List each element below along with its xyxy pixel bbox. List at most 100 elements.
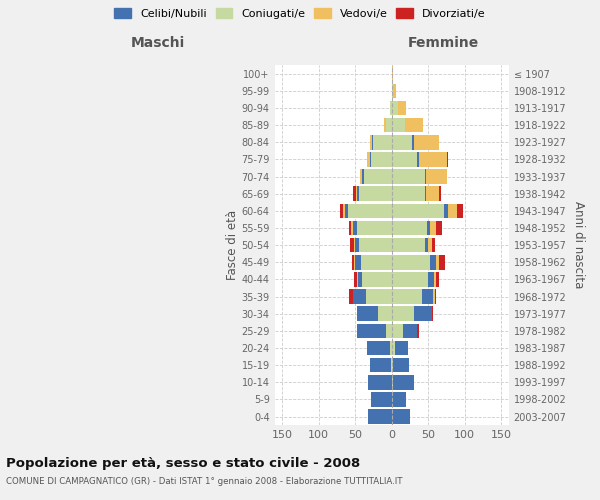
Bar <box>393 358 409 372</box>
Text: COMUNE DI CAMPAGNATICO (GR) - Dati ISTAT 1° gennaio 2008 - Elaborazione TUTTITAL: COMUNE DI CAMPAGNATICO (GR) - Dati ISTAT… <box>6 478 403 486</box>
Bar <box>390 340 392 355</box>
Bar <box>356 306 379 321</box>
Bar <box>348 204 392 218</box>
Bar <box>366 290 392 304</box>
Bar <box>392 84 393 98</box>
Bar <box>349 290 353 304</box>
Bar <box>412 135 413 150</box>
Bar <box>425 170 426 184</box>
Bar <box>395 340 409 355</box>
Bar <box>435 290 436 304</box>
Bar <box>392 255 430 270</box>
Bar <box>392 100 398 115</box>
Bar <box>392 340 395 355</box>
Bar <box>436 220 442 236</box>
Bar <box>352 220 353 236</box>
Bar <box>368 375 392 390</box>
Bar <box>398 100 406 115</box>
Bar <box>422 290 433 304</box>
Bar <box>353 186 356 201</box>
Bar <box>353 290 366 304</box>
Bar <box>386 324 392 338</box>
Legend: Celibi/Nubili, Coniugati/e, Vedovi/e, Divorziati/e: Celibi/Nubili, Coniugati/e, Vedovi/e, Di… <box>115 8 485 19</box>
Bar <box>358 272 362 286</box>
Bar <box>367 152 370 166</box>
Bar <box>427 220 430 236</box>
Bar <box>359 238 392 252</box>
Bar <box>405 118 423 132</box>
Bar <box>392 152 417 166</box>
Bar <box>355 272 357 286</box>
Bar <box>392 238 425 252</box>
Bar <box>370 135 372 150</box>
Bar <box>353 220 356 236</box>
Bar <box>393 375 413 390</box>
Bar <box>430 220 436 236</box>
Bar <box>385 118 386 132</box>
Bar <box>419 152 446 166</box>
Bar <box>439 186 440 201</box>
Bar <box>353 255 355 270</box>
Bar <box>392 272 428 286</box>
Bar <box>356 186 357 201</box>
Bar <box>417 152 419 166</box>
Bar <box>371 152 392 166</box>
Y-axis label: Fasce di età: Fasce di età <box>226 210 239 280</box>
Bar <box>428 272 434 286</box>
Bar <box>392 375 393 390</box>
Bar <box>393 84 396 98</box>
Bar <box>357 186 359 201</box>
Bar <box>430 255 436 270</box>
Bar <box>343 204 345 218</box>
Bar <box>350 238 353 252</box>
Bar <box>391 358 392 372</box>
Bar <box>413 306 432 321</box>
Bar <box>362 170 364 184</box>
Bar <box>386 118 392 132</box>
Bar <box>446 152 448 166</box>
Bar <box>436 255 439 270</box>
Bar <box>356 220 392 236</box>
Bar <box>433 290 435 304</box>
Bar <box>439 255 445 270</box>
Bar <box>373 135 392 150</box>
Bar <box>434 272 436 286</box>
Bar <box>379 306 392 321</box>
Bar <box>392 135 412 150</box>
Bar <box>370 152 371 166</box>
Bar <box>392 220 427 236</box>
Bar <box>360 170 362 184</box>
Bar <box>457 204 463 218</box>
Bar <box>392 186 425 201</box>
Bar <box>392 324 403 338</box>
Bar <box>403 324 417 338</box>
Bar <box>392 290 422 304</box>
Bar <box>357 272 358 286</box>
Bar <box>356 324 386 338</box>
Bar <box>392 170 425 184</box>
Bar <box>355 238 359 252</box>
Bar <box>364 170 392 184</box>
Bar <box>349 220 352 236</box>
Bar <box>413 135 439 150</box>
Bar <box>345 204 348 218</box>
Bar <box>371 392 392 406</box>
Bar <box>392 358 393 372</box>
Bar <box>392 204 445 218</box>
Bar <box>340 204 343 218</box>
Bar <box>392 66 393 81</box>
Bar <box>392 410 410 424</box>
Bar <box>426 186 439 201</box>
Bar <box>426 170 446 184</box>
Bar <box>390 100 392 115</box>
Y-axis label: Anni di nascita: Anni di nascita <box>572 202 585 289</box>
Bar <box>448 204 457 218</box>
Bar <box>428 238 432 252</box>
Text: Femmine: Femmine <box>407 36 479 51</box>
Bar <box>417 324 419 338</box>
Bar <box>445 204 448 218</box>
Bar <box>425 186 426 201</box>
Bar <box>436 272 439 286</box>
Text: Popolazione per età, sesso e stato civile - 2008: Popolazione per età, sesso e stato civil… <box>6 458 360 470</box>
Bar <box>432 306 433 321</box>
